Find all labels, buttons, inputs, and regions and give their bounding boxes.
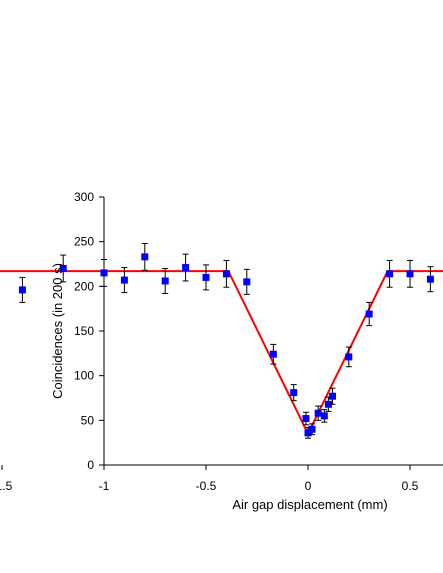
data-point-group [290,384,298,402]
data-point-group [59,254,67,283]
data-point [314,409,322,417]
data-point-group [100,259,108,287]
y-tick-label: 0 [87,458,94,472]
y-tick-label: 300 [74,190,94,204]
y-axis-title: Coincidences (in 200 s) [50,263,65,399]
y-tick-label: 50 [81,413,95,427]
data-point [269,350,277,358]
data-point-group [314,405,322,421]
axes [1,196,443,470]
data-point [324,400,332,408]
data-point-group [141,242,149,271]
data-point-group [302,411,310,426]
data-point-group [345,346,353,368]
data-point-group [18,276,26,303]
y-tick-label: 100 [74,369,94,383]
data-point [182,264,190,272]
data-point-group [161,267,169,294]
x-tick-label: 0.5 [402,479,419,493]
data-point-group [426,266,434,293]
data-point-group [406,259,414,288]
data-point-group [386,259,394,288]
data-point [120,276,128,284]
tick-labels: -2-1.5-1-0.500.51050100150200250300 [0,190,419,493]
data-point [59,264,67,272]
data-point-group [320,409,328,423]
data-point-group [120,267,128,294]
data-point-group [182,253,190,282]
x-tick-label: -0.5 [196,479,217,493]
data-point [141,253,149,261]
data-point [202,273,210,281]
x-tick-label: -1 [99,479,110,493]
data-point [18,286,26,294]
data-point [161,277,169,285]
data-point [302,415,310,423]
data-point [308,425,316,433]
data-point [406,270,414,278]
data-point-group [202,264,210,291]
data-point-group [269,343,277,365]
data-point [328,392,336,400]
data-point [320,412,328,420]
data-point [243,278,251,286]
data-point [290,389,298,397]
data-point [386,270,394,278]
data-point [100,269,108,277]
data-point [304,429,312,437]
x-tick-label: 0 [305,479,312,493]
y-tick-label: 250 [74,235,94,249]
data-point [222,270,230,278]
data-point [426,275,434,283]
data-point-group [243,268,251,295]
data-points-layer [18,242,434,439]
y-tick-label: 200 [74,279,94,293]
data-point-group [222,259,230,288]
data-point [345,353,353,361]
data-point-group [308,423,316,436]
data-point-group [328,387,336,405]
x-tick-label: -1.5 [0,479,13,493]
y-tick-label: 150 [74,324,94,338]
x-axis-title: Air gap displacement (mm) [232,497,387,512]
fit-line-layer [0,270,443,436]
data-point [365,310,373,318]
fit-line [0,270,443,436]
data-point-group [365,301,373,327]
